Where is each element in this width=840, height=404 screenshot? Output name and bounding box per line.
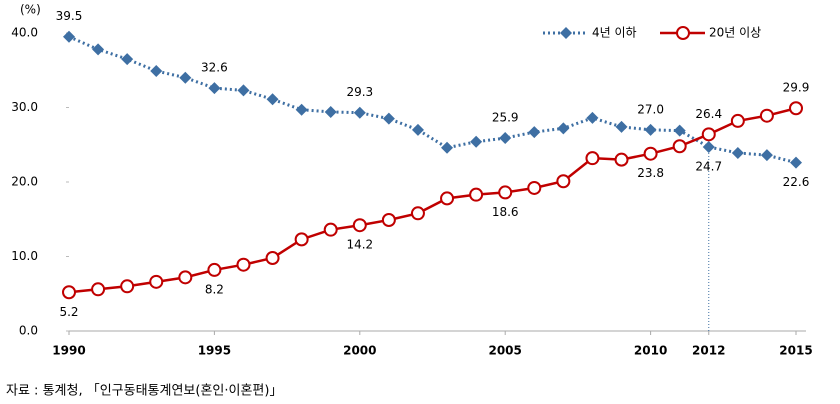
point — [207, 262, 222, 277]
point — [731, 146, 744, 159]
y-tick-label: 10.0 — [11, 249, 38, 263]
data-label: 25.9 — [492, 111, 519, 125]
point — [410, 206, 425, 221]
point — [323, 222, 338, 237]
x-tick-label: 2015 — [779, 344, 812, 358]
data-label: 22.6 — [783, 175, 810, 189]
data-label: 29.3 — [346, 85, 373, 99]
point — [527, 180, 542, 195]
x-tick-label: 2012 — [692, 344, 725, 358]
point — [149, 274, 164, 289]
point — [528, 126, 541, 139]
point — [266, 93, 279, 106]
point — [614, 152, 629, 167]
point — [382, 112, 395, 125]
point — [498, 185, 513, 200]
legend-label: 4년 이하 — [592, 26, 637, 40]
point — [62, 285, 76, 300]
point — [672, 139, 687, 154]
x-tick-label: 2005 — [488, 344, 521, 358]
point — [644, 123, 657, 136]
point — [208, 82, 221, 95]
point — [237, 84, 250, 97]
point — [324, 105, 337, 118]
y-tick-label: 30.0 — [11, 100, 38, 114]
data-label: 29.9 — [783, 81, 810, 95]
point — [179, 71, 192, 84]
point — [353, 106, 366, 119]
y-tick-label: 0.0 — [19, 324, 38, 338]
point — [121, 53, 134, 66]
data-label: 5.2 — [59, 305, 78, 319]
x-tick-label: 1990 — [52, 344, 85, 358]
point — [470, 135, 483, 148]
point — [557, 122, 570, 135]
data-label: 39.5 — [56, 9, 83, 23]
point — [789, 101, 803, 116]
point — [440, 191, 455, 206]
y-tick-label: 20.0 — [11, 175, 38, 189]
data-label: 14.2 — [346, 238, 373, 252]
x-tick-label: 2010 — [634, 344, 667, 358]
point — [499, 132, 512, 145]
point — [556, 174, 571, 189]
point — [92, 43, 105, 56]
point — [730, 113, 745, 128]
point — [759, 108, 774, 123]
data-label: 24.7 — [695, 159, 722, 173]
unit-label: (%) — [20, 3, 41, 17]
point — [411, 123, 424, 136]
y-tick-label: 40.0 — [11, 26, 38, 40]
legend-marker — [676, 26, 690, 40]
point — [586, 111, 599, 124]
point — [701, 127, 716, 142]
point — [702, 140, 715, 153]
point — [63, 30, 75, 43]
point — [294, 232, 309, 247]
x-tick-label: 1995 — [198, 344, 231, 358]
source: 자료 : 통계청, 「인구동태통계연보(혼인·이혼편)」 — [6, 384, 282, 399]
point — [469, 187, 484, 202]
point — [120, 279, 135, 294]
point — [150, 64, 163, 77]
legend-marker — [560, 27, 572, 39]
point — [760, 149, 773, 162]
point — [236, 257, 251, 272]
point — [352, 218, 367, 233]
data-label: 27.0 — [637, 102, 664, 116]
data-label: 18.6 — [492, 205, 519, 219]
point — [673, 124, 686, 137]
point — [615, 120, 628, 133]
point — [643, 146, 658, 161]
point — [441, 141, 454, 154]
point — [265, 250, 280, 265]
point — [295, 103, 308, 116]
point — [585, 151, 600, 166]
point — [790, 156, 802, 169]
data-label: 26.4 — [695, 107, 722, 121]
data-label: 32.6 — [201, 61, 228, 75]
point — [381, 212, 396, 227]
series-line — [68, 107, 797, 294]
point — [91, 282, 106, 297]
data-label: 23.8 — [637, 166, 664, 180]
x-tick-label: 2000 — [343, 344, 376, 358]
data-label: 8.2 — [205, 282, 224, 296]
point — [178, 270, 193, 285]
legend-label: 20년 이상 — [709, 26, 761, 40]
